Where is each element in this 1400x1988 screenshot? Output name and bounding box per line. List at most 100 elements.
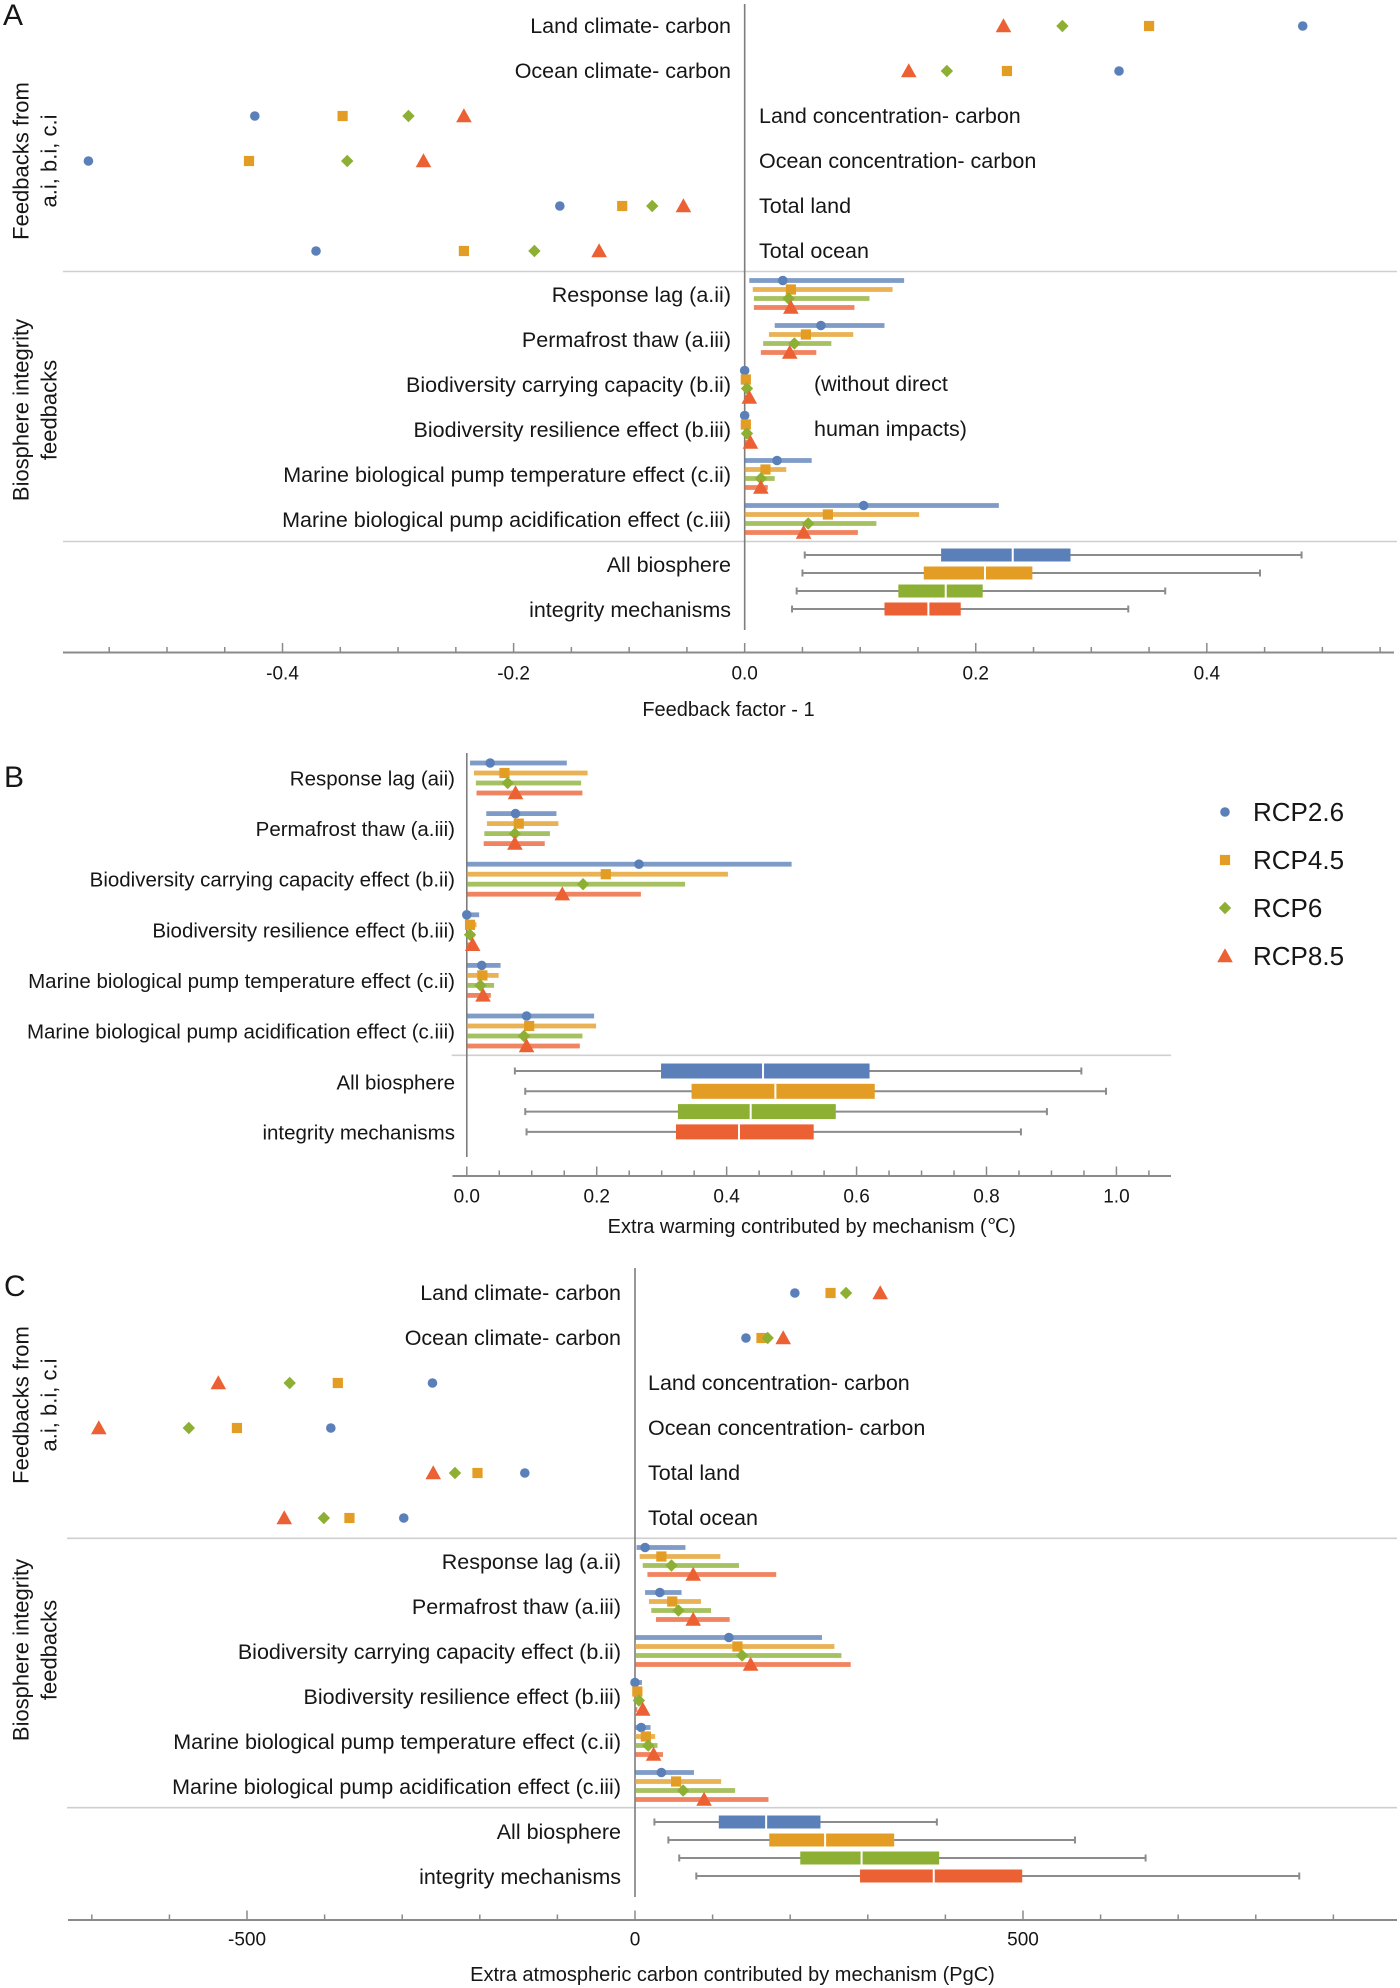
point-rcp4-5 xyxy=(785,284,796,295)
interquartile-box xyxy=(884,602,961,616)
point-rcp4-5 xyxy=(760,464,771,475)
feedback-row-land-concentration-carbon: Land concentration- carbon xyxy=(249,104,1021,128)
panel-letter: B xyxy=(4,761,24,794)
range-bar-rcp8-5 xyxy=(744,485,768,490)
boxplot-rcp2-6 xyxy=(803,548,1303,562)
range-bar-rcp6 xyxy=(466,881,686,887)
legend-item-rcp4-5: RCP4.5 xyxy=(1219,845,1344,875)
point-rcp2-6 xyxy=(83,156,94,166)
point-rcp2-6 xyxy=(772,455,782,466)
point-rcp8-5 xyxy=(91,1420,107,1435)
mechanism-label: Biodiversity resilience effect (b.iii) xyxy=(152,919,455,942)
point-rcp8-5 xyxy=(415,153,432,168)
range-bar-rcp8-5 xyxy=(753,305,855,310)
point-rcp4-5 xyxy=(640,1731,651,1742)
point-rcp8-5 xyxy=(795,524,812,539)
point-rcp6 xyxy=(754,472,768,485)
boxplot-rcp8-5 xyxy=(525,1124,1022,1140)
point-rcp2-6 xyxy=(249,111,260,121)
mechanism-label: Response lag (a.ii) xyxy=(552,283,731,307)
x-tick-label: -0.4 xyxy=(266,664,299,685)
x-tick-label: 0.0 xyxy=(731,664,757,685)
range-bar-rcp8-5 xyxy=(647,1572,777,1577)
interquartile-box xyxy=(941,548,1071,562)
point-rcp2-6 xyxy=(790,1288,800,1298)
point-rcp8-5 xyxy=(464,937,481,951)
point-rcp4-5 xyxy=(458,245,470,257)
point-rcp4-5 xyxy=(822,509,833,520)
group-label: a.i, b.i, c.i xyxy=(37,115,62,208)
boxplot-rcp6 xyxy=(678,1851,1147,1865)
point-rcp4-5 xyxy=(499,767,510,779)
x-tick-label: 0.2 xyxy=(584,1187,610,1208)
x-tick-label: 0.4 xyxy=(1194,664,1221,685)
point-rcp4-5 xyxy=(1143,20,1155,32)
point-rcp6 xyxy=(448,1466,462,1480)
boxplot-rcp8-5 xyxy=(791,602,1130,616)
point-rcp8-5 xyxy=(634,1701,651,1716)
point-rcp2-6 xyxy=(427,1378,438,1388)
point-rcp8-5 xyxy=(276,1510,293,1525)
point-rcp6 xyxy=(740,382,754,395)
point-rcp2-6 xyxy=(521,1011,532,1021)
range-bar-rcp2-6 xyxy=(749,278,905,283)
feedback-label: Total ocean xyxy=(648,1506,758,1530)
mechanism-row-response-lag-a-ii: Response lag (a.ii) xyxy=(442,1542,777,1581)
mechanism-label: Permafrost thaw (a.iii) xyxy=(412,1595,621,1619)
summary-label: All biosphere xyxy=(607,553,731,577)
range-bar-rcp2-6 xyxy=(470,760,567,766)
point-rcp8-5 xyxy=(645,1746,662,1761)
mechanism-row-marine-biological-pump-acidification-effect-c-iii: Marine biological pump acidification eff… xyxy=(282,500,999,539)
point-rcp6 xyxy=(676,1784,690,1797)
point-rcp8-5 xyxy=(900,63,917,78)
point-rcp8-5 xyxy=(775,1330,792,1345)
range-bar-rcp2-6 xyxy=(466,912,480,918)
mechanism-row-marine-biological-pump-acidification-effect-c-iii: Marine biological pump acidification eff… xyxy=(172,1767,769,1806)
feedback-row-land-concentration-carbon: Land concentration- carbon xyxy=(210,1371,910,1395)
point-rcp6 xyxy=(761,1331,774,1345)
range-bar-rcp4-5 xyxy=(768,332,854,337)
mechanism-label: Marine biological pump temperature effec… xyxy=(173,1730,621,1754)
point-rcp8-5 xyxy=(507,835,523,850)
boxplot-rcp6 xyxy=(795,584,1167,598)
feedback-row-ocean-concentration-carbon: Ocean concentration- carbon xyxy=(91,1416,925,1440)
interquartile-box xyxy=(661,1063,870,1079)
point-rcp6 xyxy=(508,827,522,840)
range-bar-rcp8-5 xyxy=(634,1662,851,1667)
annotation-text: (without direct xyxy=(814,372,948,396)
summary-label: integrity mechanisms xyxy=(529,598,731,622)
point-rcp2-6 xyxy=(398,1513,409,1523)
mechanism-row-biodiversity-resilience-effect-b-iii: Biodiversity resilience effect (b.iii) xyxy=(414,410,759,449)
range-bar-rcp8-5 xyxy=(466,891,641,897)
interquartile-box xyxy=(691,1083,875,1099)
feedback-label: Land climate- carbon xyxy=(420,1281,621,1305)
point-rcp2-6 xyxy=(326,1423,336,1433)
point-rcp8-5 xyxy=(456,108,472,123)
feedback-row-ocean-climate-carbon: Ocean climate- carbon xyxy=(515,59,1124,83)
interquartile-box xyxy=(898,584,983,598)
range-bar-rcp6 xyxy=(475,780,582,786)
legend-item-rcp6: RCP6 xyxy=(1218,893,1322,923)
range-bar-rcp8-5 xyxy=(634,1707,638,1712)
point-rcp6 xyxy=(463,928,477,941)
group-label: Feedbacks from xyxy=(9,82,34,240)
point-rcp2-6 xyxy=(816,320,826,331)
point-rcp2-6 xyxy=(656,1767,667,1778)
point-rcp4-5 xyxy=(1001,65,1013,77)
point-rcp4-5 xyxy=(243,155,255,167)
point-rcp6 xyxy=(283,1376,296,1390)
point-rcp8-5 xyxy=(742,1656,759,1671)
feedback-label: Ocean concentration- carbon xyxy=(648,1416,925,1440)
legend-item-rcp2-6: RCP2.6 xyxy=(1220,797,1344,827)
mechanism-label: Permafrost thaw (a.iii) xyxy=(256,818,455,841)
range-bar-rcp2-6 xyxy=(486,811,557,816)
range-bar-rcp2-6 xyxy=(636,1545,686,1550)
point-rcp4-5 xyxy=(332,1377,343,1389)
point-rcp6 xyxy=(740,427,754,440)
mechanism-label: Marine biological pump temperature effec… xyxy=(28,970,455,993)
feedback-row-total-ocean: Total ocean xyxy=(311,239,869,263)
feedback-label: Total land xyxy=(648,1461,740,1485)
range-bar-rcp8-5 xyxy=(634,1752,663,1757)
boxplot-rcp6 xyxy=(524,1104,1048,1120)
summary-label: All biosphere xyxy=(336,1072,455,1095)
